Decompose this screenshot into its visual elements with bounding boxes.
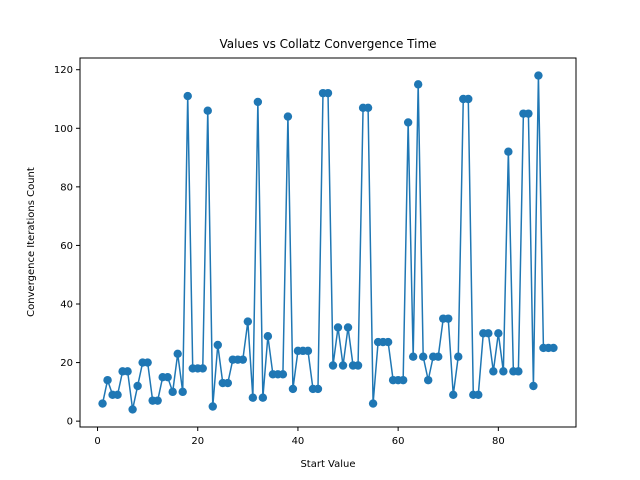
data-point (514, 367, 523, 376)
y-tick-label: 0 (67, 417, 73, 428)
data-point (123, 367, 132, 376)
data-point (398, 375, 408, 385)
x-tick-label: 40 (292, 436, 305, 447)
data-point (434, 352, 443, 361)
data-point (198, 364, 207, 373)
y-axis-label: Convergence Iterations Count (26, 167, 37, 317)
data-point (343, 323, 353, 332)
data-point (549, 343, 558, 353)
data-point (238, 355, 248, 364)
data-point (504, 147, 513, 156)
data-point (213, 340, 222, 350)
data-point (454, 352, 463, 361)
x-tick-label: 0 (94, 436, 100, 447)
data-point (328, 361, 338, 370)
plot-area (98, 71, 558, 414)
data-point (208, 402, 217, 411)
y-tick-label: 20 (60, 358, 73, 369)
y-tick-label: 100 (54, 124, 73, 135)
data-point (474, 390, 483, 399)
x-tick-label: 80 (492, 436, 505, 447)
data-point (333, 323, 343, 332)
x-tick-label: 20 (191, 436, 204, 447)
data-point (484, 329, 493, 338)
y-tick-label: 40 (60, 300, 73, 311)
data-point (163, 373, 172, 382)
data-point (499, 367, 508, 376)
data-point (323, 88, 333, 98)
data-point (113, 390, 122, 399)
data-point (183, 91, 192, 101)
data-point (258, 393, 268, 402)
data-point (424, 375, 433, 385)
data-point (529, 381, 538, 391)
data-point (128, 405, 137, 414)
x-axis: 0 20 40 60 80 (94, 427, 505, 447)
data-point (368, 399, 378, 408)
data-point (383, 337, 393, 347)
data-point (248, 393, 258, 402)
data-point (363, 103, 373, 112)
data-point (253, 97, 263, 107)
plot-frame (79, 57, 577, 428)
data-point (408, 352, 418, 361)
data-point (494, 329, 503, 338)
data-point (178, 387, 187, 397)
data-point (418, 352, 428, 361)
data-point (243, 317, 253, 326)
data-point (153, 396, 162, 405)
y-tick-label: 80 (60, 182, 73, 193)
data-point (223, 378, 232, 388)
data-point (133, 381, 142, 391)
data-point (288, 384, 298, 394)
data-point (444, 314, 453, 323)
data-point (534, 71, 543, 80)
data-point (98, 399, 107, 408)
data-point (313, 384, 323, 394)
chart-title: Values vs Collatz Convergence Time (219, 37, 436, 51)
data-point (524, 109, 533, 118)
data-point (173, 349, 182, 358)
data-point (464, 94, 473, 104)
data-point (353, 361, 363, 370)
data-point (168, 387, 177, 397)
data-point (413, 80, 423, 89)
y-tick-label: 60 (60, 241, 73, 252)
data-point (338, 361, 348, 370)
data-point (103, 375, 112, 385)
data-point (203, 106, 212, 115)
data-point (449, 390, 458, 399)
y-axis: 0 20 40 60 80 100 120 (54, 65, 80, 428)
data-point (143, 358, 152, 367)
data-point (263, 332, 273, 341)
y-tick-label: 120 (54, 65, 73, 76)
data-point (303, 346, 313, 356)
data-point (489, 367, 498, 376)
x-axis-label: Start Value (300, 459, 355, 470)
x-tick-label: 60 (392, 436, 405, 447)
data-point (278, 370, 288, 379)
data-point (403, 118, 413, 127)
data-point (283, 112, 293, 121)
